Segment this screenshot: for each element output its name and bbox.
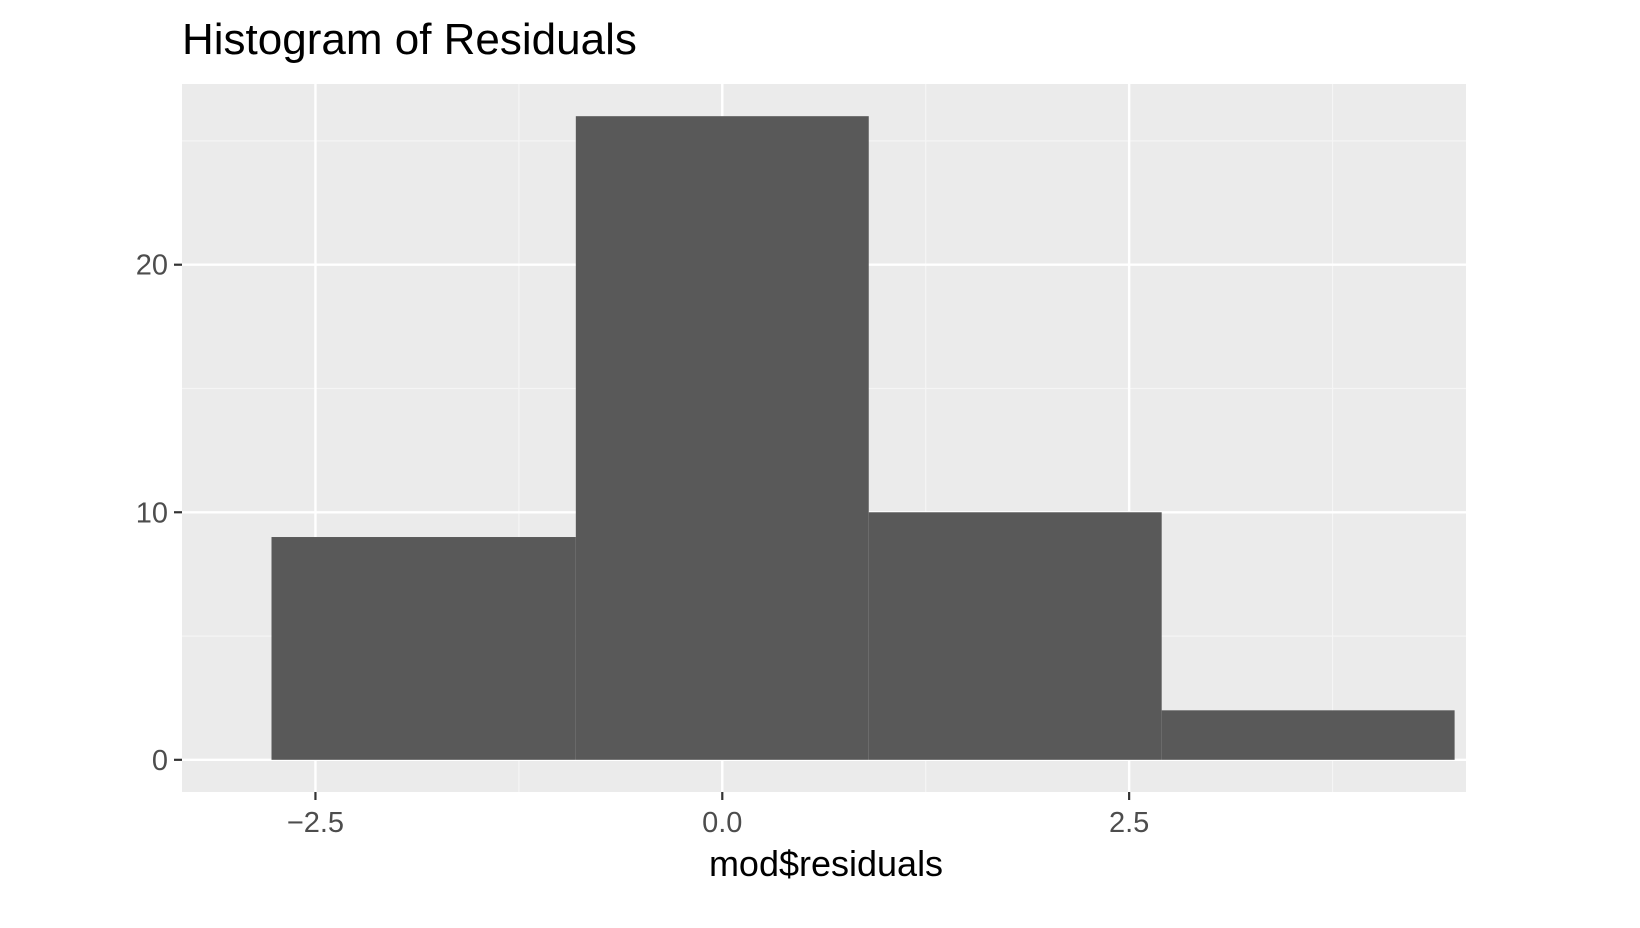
x-tick-label: 2.5 [1109, 807, 1149, 839]
y-tick-label: 0 [152, 745, 168, 777]
chart-title: Histogram of Residuals [182, 15, 637, 64]
x-tick-label: 0.0 [702, 807, 742, 839]
histogram-bar [271, 537, 576, 760]
y-tick-label: 10 [136, 497, 168, 529]
y-axis: 0 10 20 [136, 250, 182, 777]
histogram-bar [1161, 710, 1455, 760]
histogram-bar [868, 512, 1162, 760]
histogram-bars [271, 116, 1455, 760]
y-tick-label: 20 [136, 250, 168, 282]
x-axis: −2.5 0.0 2.5 [287, 792, 1149, 839]
x-tick-label: −2.5 [287, 807, 344, 839]
x-axis-title: mod$residuals [709, 843, 943, 884]
histogram-bar [575, 116, 869, 760]
